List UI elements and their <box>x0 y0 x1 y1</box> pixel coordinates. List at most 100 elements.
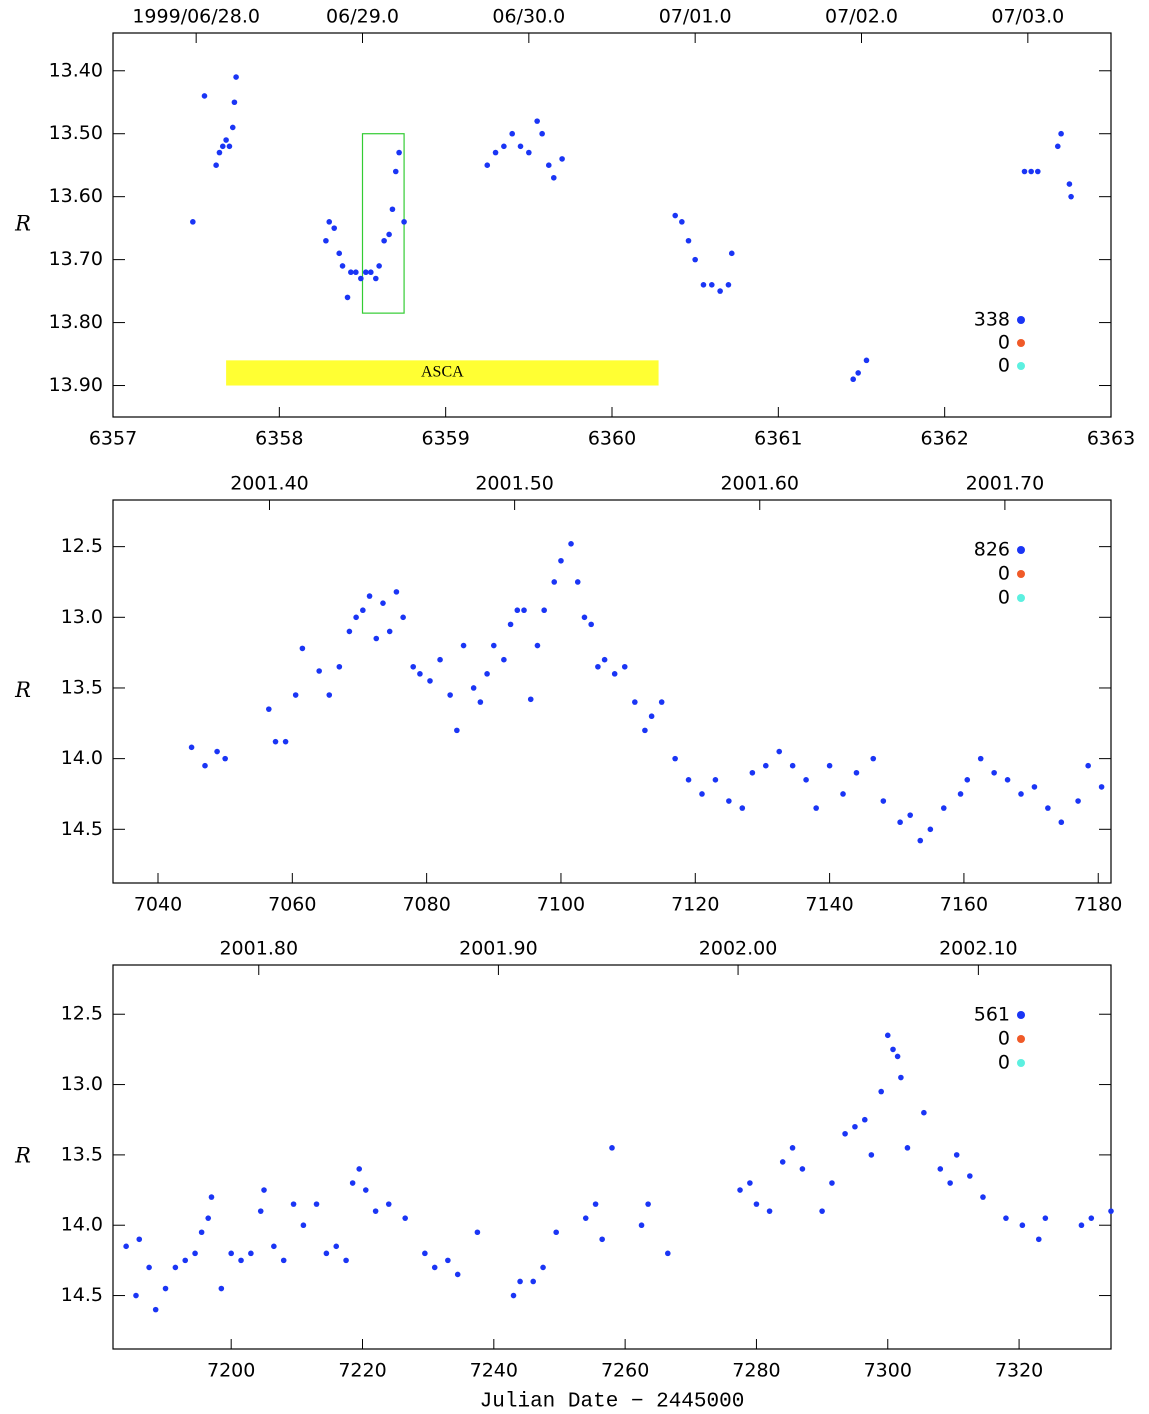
x-axis-label: Julian Date − 2445000 <box>480 1391 745 1414</box>
data-point <box>1068 193 1074 200</box>
data-point <box>700 282 707 288</box>
data-point <box>737 1187 743 1193</box>
legend-dot <box>1017 316 1025 324</box>
top-tick-label: 2002.00 <box>699 938 778 960</box>
legend-count: 0 <box>998 332 1010 354</box>
data-point <box>1028 168 1034 175</box>
legend-dot <box>1017 594 1025 602</box>
data-point <box>431 1264 438 1271</box>
data-point <box>376 263 382 269</box>
y-tick-label: 13.0 <box>61 606 103 628</box>
y-tick-label: 13.5 <box>61 1143 103 1165</box>
data-point <box>231 99 238 106</box>
data-point <box>353 269 359 276</box>
data-point <box>484 162 491 168</box>
data-point <box>222 755 228 762</box>
data-point <box>474 1229 481 1236</box>
data-point <box>380 600 386 606</box>
x-tick-label: 7260 <box>601 1360 649 1382</box>
data-point <box>349 1180 356 1186</box>
data-point <box>326 692 333 698</box>
data-point <box>389 206 396 213</box>
data-point <box>540 1264 546 1271</box>
data-point <box>559 156 565 162</box>
data-point <box>967 1173 973 1179</box>
data-point <box>980 1194 986 1200</box>
data-point <box>381 237 387 244</box>
data-point <box>201 93 208 99</box>
plot-frame <box>112 499 1112 884</box>
y-tick-label: 13.60 <box>49 185 103 207</box>
data-point <box>1085 762 1091 769</box>
data-point <box>803 777 809 783</box>
data-point <box>133 1292 139 1299</box>
data-point <box>401 219 407 225</box>
data-point <box>400 614 406 621</box>
data-point <box>527 696 534 703</box>
y-tick-label: 13.0 <box>61 1073 103 1095</box>
data-point <box>581 614 588 621</box>
data-point <box>454 727 460 734</box>
data-point <box>789 1145 796 1151</box>
data-point <box>292 692 299 698</box>
data-point <box>333 1243 340 1250</box>
data-point <box>344 294 351 301</box>
data-point <box>205 1215 212 1221</box>
data-point <box>937 1166 944 1172</box>
data-point <box>226 143 233 150</box>
highlight-box <box>361 133 405 314</box>
data-point <box>280 1257 287 1264</box>
data-point <box>1045 805 1051 811</box>
legend-dot <box>1017 339 1025 347</box>
data-point <box>238 1257 244 1264</box>
data-point <box>1054 143 1061 150</box>
top-tick-label: 2001.80 <box>219 938 298 960</box>
top-tick-label: 2001.40 <box>230 473 309 495</box>
data-point <box>726 798 732 804</box>
data-point <box>539 130 545 137</box>
data-point <box>356 1166 363 1172</box>
data-point <box>868 1152 875 1158</box>
legend-dot <box>1017 546 1025 554</box>
data-point <box>789 762 796 769</box>
legend-count: 0 <box>998 563 1010 585</box>
data-point <box>1019 1222 1026 1229</box>
data-point <box>501 656 507 663</box>
data-point <box>534 118 540 124</box>
x-tick-label: 7080 <box>402 894 450 916</box>
data-point <box>947 1180 953 1186</box>
data-point <box>445 1257 451 1264</box>
data-point <box>510 1292 517 1299</box>
legend-dot <box>1017 1035 1025 1043</box>
x-tick-label: 6357 <box>89 428 137 450</box>
data-point <box>1035 168 1041 175</box>
data-point <box>957 791 964 797</box>
x-tick-label: 6358 <box>255 428 303 450</box>
data-point <box>679 219 685 225</box>
data-point <box>558 557 564 564</box>
data-point <box>372 1208 379 1214</box>
data-point <box>898 1074 904 1081</box>
data-point <box>447 692 453 698</box>
y-axis-label: R <box>14 212 31 236</box>
data-point <box>316 668 322 674</box>
data-point <box>343 1257 349 1264</box>
legend-count: 0 <box>998 1028 1010 1050</box>
x-tick-label: 7220 <box>338 1360 386 1382</box>
top-tick-label: 2001.90 <box>459 938 538 960</box>
data-point <box>530 1278 537 1285</box>
data-point <box>366 593 373 599</box>
data-point <box>870 755 877 762</box>
data-point <box>192 1250 198 1257</box>
data-point <box>699 791 705 797</box>
data-point <box>477 699 484 705</box>
data-point <box>582 1215 589 1221</box>
data-point <box>300 1222 307 1229</box>
data-point <box>501 143 507 150</box>
y-tick-label: 13.5 <box>61 676 103 698</box>
top-tick-label: 07/01.0 <box>659 6 732 28</box>
data-point <box>373 275 379 282</box>
data-point <box>550 174 557 181</box>
